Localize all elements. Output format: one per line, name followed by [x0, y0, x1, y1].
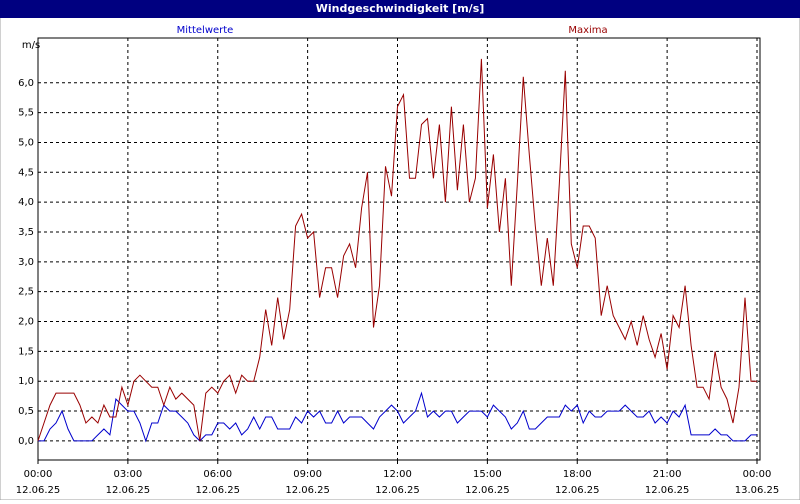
x-tick-date: 12.06.25: [285, 485, 330, 496]
series-line: [37, 58, 757, 442]
x-tick-date: 12.06.25: [375, 485, 420, 496]
y-tick-label: 6,0: [18, 78, 34, 89]
x-tick-label: 18:00: [563, 469, 592, 480]
y-tick-label: 5,5: [18, 108, 34, 119]
y-tick-label: 4,0: [18, 197, 34, 208]
y-tick-label: 0,0: [18, 436, 34, 447]
x-tick-label: 12:00: [383, 469, 412, 480]
y-tick-label: 5,0: [18, 137, 34, 148]
plot-frame: [37, 37, 761, 461]
x-tick-label: 15:00: [473, 469, 502, 480]
y-tick-label: 0,5: [18, 406, 34, 417]
x-tick-label: 00:00: [743, 469, 772, 480]
chart-title: Windgeschwindigkeit [m/s]: [316, 2, 485, 15]
x-tick-date: 12.06.25: [195, 485, 240, 496]
x-tick-date: 12.06.25: [16, 485, 61, 496]
y-tick-label: 3,5: [18, 227, 34, 238]
title-bar: [0, 0, 800, 18]
x-tick-label: 00:00: [24, 469, 53, 480]
series-line: [38, 391, 757, 443]
x-tick-label: 09:00: [293, 469, 322, 480]
x-tick-label: 21:00: [653, 469, 682, 480]
y-tick-label: 3,0: [18, 257, 34, 268]
y-tick-label: 1,5: [18, 346, 34, 357]
x-tick-date: 13.06.25: [735, 485, 780, 496]
y-axis-label: m/s: [22, 40, 40, 51]
y-tick-label: 1,0: [18, 376, 34, 387]
x-tick-label: 06:00: [203, 469, 232, 480]
x-tick-date: 12.06.25: [106, 485, 151, 496]
x-tick-label: 03:00: [113, 469, 142, 480]
legend-label: Maxima: [568, 25, 607, 36]
y-tick-label: 4,5: [18, 167, 34, 178]
legend-label: Mittelwerte: [177, 25, 234, 36]
x-tick-date: 12.06.25: [465, 485, 510, 496]
y-tick-label: 2,0: [18, 317, 34, 328]
y-tick-label: 2,5: [18, 287, 34, 298]
x-tick-date: 12.06.25: [555, 485, 600, 496]
x-tick-date: 12.06.25: [645, 485, 690, 496]
